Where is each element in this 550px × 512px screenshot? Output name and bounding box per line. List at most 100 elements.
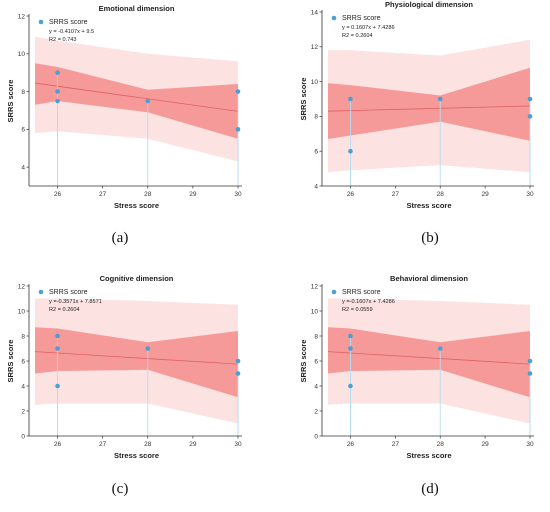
y-tick-label: 8 <box>314 114 318 121</box>
data-point <box>348 148 353 154</box>
data-point <box>437 346 443 351</box>
fit-line <box>34 82 239 112</box>
data-point <box>348 96 353 102</box>
legend-marker <box>38 289 44 295</box>
data-point <box>527 358 533 364</box>
y-tick-label: 12 <box>18 13 26 20</box>
x-tick-label: 28 <box>437 191 445 198</box>
legend-label: SRRS score <box>342 289 381 296</box>
confidence-band <box>328 327 530 398</box>
y-tick-label: 4 <box>314 383 318 390</box>
y-axis-label: SRRS score <box>6 80 15 123</box>
legend-marker <box>38 19 44 25</box>
data-point <box>55 346 60 351</box>
data-point <box>527 114 533 119</box>
y-tick-label: 8 <box>21 333 25 340</box>
y-tick-label: 10 <box>18 308 26 315</box>
data-point <box>235 127 241 132</box>
x-tick-label: 30 <box>234 441 242 448</box>
x-tick-label: 26 <box>54 441 62 448</box>
confidence-band <box>328 67 530 141</box>
regression-equation: y = -0.4107x + 9.5 <box>49 29 94 35</box>
y-tick-label: 4 <box>314 183 318 190</box>
x-axis-label: Stress score <box>114 451 159 460</box>
data-point <box>527 371 533 376</box>
x-tick-label: 27 <box>392 191 400 198</box>
y-tick-label: 4 <box>21 383 25 390</box>
x-tick-label: 28 <box>437 441 445 448</box>
r-squared-label: R2 = 0.2604 <box>49 307 80 313</box>
confidence-band <box>35 63 238 139</box>
r-squared-label: R2 = 0.743 <box>49 37 77 43</box>
y-tick-label: 12 <box>311 283 319 290</box>
y-axis-label: SRRS score <box>6 340 15 383</box>
data-point <box>437 96 443 102</box>
data-point <box>235 371 241 376</box>
y-tick-label: 8 <box>314 333 318 340</box>
legend-label: SRRS score <box>49 289 88 296</box>
x-tick-label: 27 <box>99 191 107 198</box>
fit-line <box>34 351 239 365</box>
x-tick-label: 27 <box>392 441 400 448</box>
x-axis-label: Stress score <box>406 201 451 210</box>
data-point <box>145 98 151 104</box>
legend-label: SRRS score <box>342 15 381 22</box>
data-point <box>55 98 60 104</box>
confidence-band <box>35 327 238 398</box>
y-tick-label: 10 <box>311 79 319 86</box>
y-tick-label: 12 <box>311 44 319 51</box>
x-tick-label: 26 <box>54 191 62 198</box>
regression-equation: y =-0.1607x + 7.4286 <box>342 299 395 305</box>
y-tick-label: 6 <box>314 149 318 156</box>
x-tick-label: 29 <box>189 441 197 448</box>
data-point <box>235 358 241 364</box>
chart-title: Cognitive dimension <box>100 274 174 283</box>
y-axis-label: SRRS score <box>299 340 308 383</box>
r-squared-label: R2 = 0.2604 <box>342 33 373 39</box>
y-tick-label: 10 <box>311 308 319 315</box>
panel-label: (a) <box>112 230 129 246</box>
chart-title: Emotional dimension <box>99 4 175 13</box>
x-tick-label: 28 <box>144 191 152 198</box>
data-point <box>55 70 60 75</box>
panel-label: (d) <box>421 481 439 497</box>
y-tick-label: 12 <box>18 283 26 290</box>
legend-label: SRRS score <box>49 19 88 26</box>
x-axis-label: Stress score <box>406 451 451 460</box>
y-tick-label: 6 <box>21 127 25 134</box>
y-tick-label: 6 <box>21 358 25 365</box>
data-point <box>527 96 533 102</box>
y-tick-label: 2 <box>21 408 25 415</box>
data-point <box>55 333 60 339</box>
y-axis-label: SRRS score <box>299 78 308 121</box>
y-tick-label: 4 <box>21 164 25 171</box>
data-point <box>235 89 241 94</box>
regression-equation: y =-0.3571x + 7.8571 <box>49 299 102 305</box>
y-tick-label: 0 <box>21 433 25 440</box>
legend-marker <box>331 289 337 295</box>
x-tick-label: 29 <box>481 191 489 198</box>
x-tick-label: 26 <box>347 191 355 198</box>
x-tick-label: 29 <box>189 191 197 198</box>
y-tick-label: 2 <box>314 408 318 415</box>
data-point <box>145 346 151 351</box>
data-point <box>348 333 353 339</box>
x-tick-label: 30 <box>526 441 534 448</box>
y-tick-label: 0 <box>314 433 318 440</box>
y-tick-label: 14 <box>311 9 319 16</box>
regression-equation: y = 0.1607x + 7.4286 <box>342 25 395 31</box>
y-tick-label: 10 <box>18 51 26 58</box>
data-point <box>348 346 353 351</box>
panel-label: (c) <box>112 481 129 497</box>
x-tick-label: 30 <box>234 191 242 198</box>
data-point <box>55 89 60 94</box>
x-tick-label: 28 <box>144 441 152 448</box>
fit-line <box>327 351 531 365</box>
fit-line <box>327 105 531 112</box>
chart-title: Behavioral dimension <box>390 274 468 283</box>
x-tick-label: 27 <box>99 441 107 448</box>
legend-marker <box>331 15 337 21</box>
data-point <box>348 383 353 389</box>
x-tick-label: 29 <box>481 441 489 448</box>
